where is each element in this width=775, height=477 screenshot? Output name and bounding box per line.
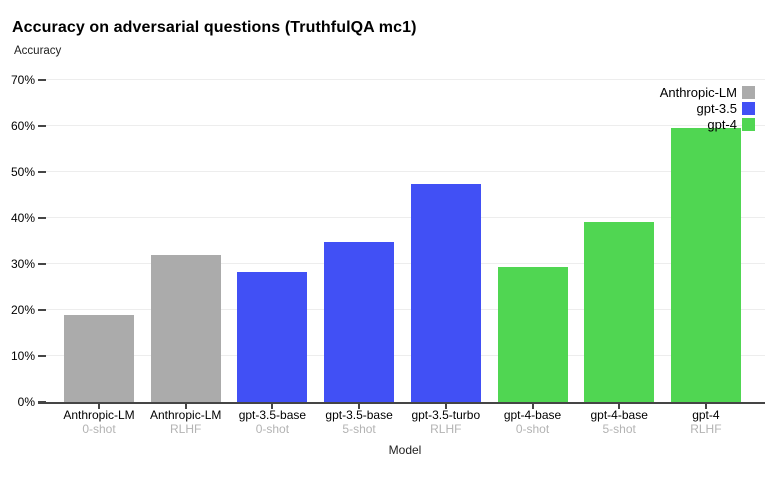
x-tick-mark-Anthropic-LM — [98, 404, 100, 409]
x-tick-mark-gpt-4-base — [618, 404, 621, 409]
x-label-gpt-4-base-0-shot: gpt-4-base 0-shot — [468, 408, 598, 436]
x-label-variant: 0-shot — [255, 422, 290, 436]
x-label-model: gpt-4-base — [590, 408, 648, 422]
gridline-10% — [45, 355, 765, 356]
gridline-60% — [45, 125, 765, 126]
x-tick-mark-gpt-3.5-base — [358, 404, 361, 409]
gridline-30% — [45, 263, 765, 264]
y-tick-mark-20% — [38, 309, 46, 311]
x-label-variant: 0-shot — [82, 422, 116, 436]
x-tick-mark-gpt-4-base — [531, 404, 534, 409]
y-tick-label-60%: 60% — [10, 119, 35, 133]
y-tick-label-20%: 20% — [10, 303, 35, 317]
x-label-variant: 5-shot — [342, 422, 376, 436]
x-label-model: gpt-4-base — [503, 408, 562, 422]
x-label-gpt-3.5-base-5-shot: gpt-3.5-base 5-shot — [294, 408, 424, 436]
legend-swatch-icon — [742, 101, 755, 115]
bar-gpt-3.5-base-0-shot — [237, 271, 308, 402]
plot-area — [45, 79, 765, 402]
x-tick-mark-Anthropic-LM — [184, 404, 187, 409]
y-tick-mark-30% — [38, 263, 46, 265]
x-axis-line — [38, 402, 765, 404]
y-tick-label-10%: 10% — [10, 349, 35, 363]
y-tick-label-0%: 0% — [17, 395, 35, 409]
x-label-variant: 0-shot — [515, 422, 550, 436]
x-label-model: Anthropic-LM — [150, 408, 222, 422]
x-label-model: gpt-4 — [692, 408, 720, 422]
x-tick-mark-gpt-4 — [704, 404, 707, 409]
legend-swatch-icon — [742, 117, 755, 131]
bar-Anthropic-LM-RLHF — [150, 254, 221, 402]
y-tick-mark-40% — [38, 217, 46, 219]
x-label-model: Anthropic-LM — [63, 408, 135, 422]
legend-row-Anthropic-LM: Anthropic-LM — [660, 84, 755, 100]
legend: Anthropic-LM gpt-3.5 gpt-4 — [660, 84, 755, 132]
x-label-gpt-3.5-turbo-RLHF: gpt-3.5-turbo RLHF — [381, 408, 511, 436]
chart-title: Accuracy on adversarial questions (Truth… — [12, 19, 417, 36]
x-label-gpt-3.5-base-0-shot: gpt-3.5-base 0-shot — [207, 408, 337, 436]
gridline-20% — [45, 309, 765, 310]
x-tick-mark-gpt-3.5-turbo — [444, 404, 447, 409]
x-label-model: gpt-3.5-base — [325, 408, 393, 422]
y-tick-mark-70% — [38, 79, 46, 81]
y-tick-label-30%: 30% — [10, 257, 35, 271]
legend-row-gpt-3.5: gpt-3.5 — [660, 100, 755, 116]
gridline-50% — [45, 171, 765, 172]
x-axis-title: Model — [388, 443, 422, 457]
y-tick-mark-50% — [38, 171, 46, 173]
y-tick-label-70%: 70% — [10, 73, 35, 87]
y-tick-label-50%: 50% — [10, 165, 35, 179]
legend-row-gpt-4: gpt-4 — [660, 116, 755, 132]
y-tick-mark-60% — [38, 125, 46, 127]
bar-Anthropic-LM-0-shot — [64, 314, 134, 402]
x-label-Anthropic-LM-0-shot: Anthropic-LM 0-shot — [34, 408, 164, 436]
x-label-model: gpt-3.5-turbo — [411, 408, 481, 422]
x-tick-mark-gpt-3.5-base — [271, 404, 274, 409]
bar-gpt-3.5-turbo-RLHF — [410, 183, 481, 402]
x-label-variant: RLHF — [430, 422, 462, 436]
x-label-variant: RLHF — [690, 422, 722, 436]
gridline-40% — [45, 217, 765, 218]
x-label-gpt-4-base-5-shot: gpt-4-base 5-shot — [554, 408, 684, 436]
gridline-70% — [45, 79, 765, 80]
x-label-variant: RLHF — [170, 422, 202, 436]
bar-gpt-4-RLHF — [670, 128, 741, 402]
x-label-gpt-4-RLHF: gpt-4 RLHF — [641, 408, 771, 436]
bar-gpt-4-base-0-shot — [497, 266, 568, 402]
bar-gpt-4-base-5-shot — [584, 222, 655, 402]
legend-label: gpt-3.5 — [696, 100, 737, 116]
x-label-model: gpt-3.5-base — [238, 408, 307, 422]
legend-label: Anthropic-LM — [659, 84, 737, 100]
legend-label: gpt-4 — [707, 116, 737, 132]
bar-gpt-3.5-base-5-shot — [324, 241, 395, 402]
y-tick-label-40%: 40% — [10, 211, 35, 225]
x-label-variant: 5-shot — [602, 422, 636, 436]
y-tick-mark-10% — [38, 355, 46, 357]
x-label-Anthropic-LM-RLHF: Anthropic-LM RLHF — [121, 408, 251, 436]
legend-swatch-icon — [742, 85, 755, 99]
y-axis-title: Accuracy — [14, 45, 62, 57]
